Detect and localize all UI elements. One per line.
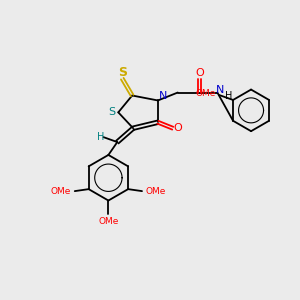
Text: N: N <box>159 91 167 100</box>
Text: O: O <box>195 68 204 78</box>
Text: S: S <box>118 66 127 79</box>
Text: N: N <box>216 85 224 94</box>
Text: H: H <box>225 91 232 100</box>
Text: H: H <box>97 132 104 142</box>
Text: OMe: OMe <box>195 88 215 98</box>
Text: OMe: OMe <box>146 187 166 196</box>
Text: S: S <box>108 107 115 117</box>
Text: OMe: OMe <box>98 217 119 226</box>
Text: O: O <box>173 123 182 133</box>
Text: OMe: OMe <box>51 187 71 196</box>
